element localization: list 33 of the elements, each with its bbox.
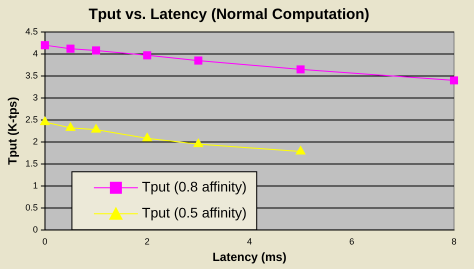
y-tick-label: 1.5 xyxy=(25,158,38,168)
point xyxy=(450,76,458,84)
point xyxy=(40,116,50,126)
y-tick-label: 3.5 xyxy=(25,70,38,80)
legend-label: Tput (0.8 affinity) xyxy=(142,178,247,195)
y-tick-label: 0 xyxy=(32,224,38,234)
point xyxy=(66,122,76,131)
x-tick-label: 8 xyxy=(451,236,457,247)
chart-title: Tput vs. Latency (Normal Computation) xyxy=(88,6,370,24)
point xyxy=(92,46,100,54)
point xyxy=(296,146,306,155)
y-tick-label: 1 xyxy=(32,180,38,190)
x-tick-label: 4 xyxy=(246,236,252,247)
point xyxy=(194,56,202,65)
point xyxy=(66,44,75,53)
point xyxy=(296,65,305,74)
point xyxy=(91,124,101,133)
x-axis-title: Latency (ms) xyxy=(212,250,286,264)
legend-label: Tput (0.5 affinity) xyxy=(142,204,247,221)
point xyxy=(142,132,152,142)
x-tick-label: 2 xyxy=(144,236,150,247)
y-tick-label: 4.5 xyxy=(25,26,38,36)
x-tick-label: 6 xyxy=(349,236,354,247)
y-axis-title: Tput (K-tps) xyxy=(6,96,20,165)
point xyxy=(193,138,204,148)
point xyxy=(40,41,49,50)
x-tick-label: 0 xyxy=(42,236,48,247)
y-tick-label: 0.5 xyxy=(25,202,38,212)
y-tick-label: 3 xyxy=(32,92,38,102)
y-tick-label: 2 xyxy=(32,136,38,146)
y-tick-label: 2.5 xyxy=(25,114,38,124)
y-tick-label: 4 xyxy=(32,48,38,58)
point xyxy=(143,51,152,60)
